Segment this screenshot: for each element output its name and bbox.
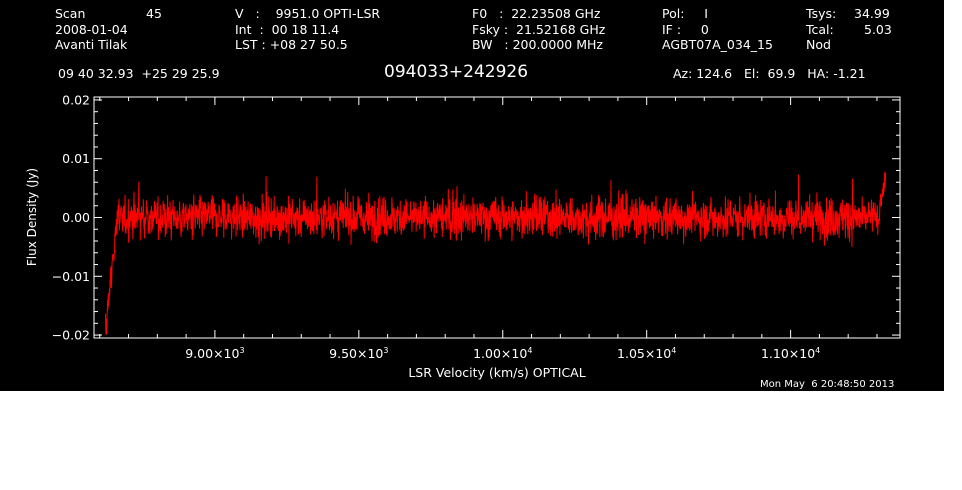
y-tick-label: −0.02 bbox=[52, 328, 90, 343]
x-tick-label: 1.10×104 bbox=[761, 346, 820, 361]
axis-layer: 9.00×103 9.50×103 1.00×104 1.05×104 1.10×104… bbox=[52, 92, 901, 361]
y-tick-label: −0.01 bbox=[52, 269, 90, 284]
bandwidth-line: BW : 200.0000 MHz bbox=[472, 37, 603, 52]
x-tick-label: 1.00×104 bbox=[473, 346, 532, 361]
y-axis-label: Flux Density (Jy) bbox=[25, 168, 39, 266]
observing-mode: Nod bbox=[806, 37, 831, 52]
scan-label: Scan bbox=[55, 6, 86, 21]
lst-line: LST : +08 27 50.5 bbox=[235, 37, 348, 52]
source-coordinates: 09 40 32.93 +25 29 25.9 bbox=[58, 66, 220, 81]
scan-number: 45 bbox=[146, 6, 162, 21]
tsys-value: 34.99 bbox=[854, 6, 890, 21]
trace-layer bbox=[105, 171, 887, 335]
x-tick-label: 1.05×104 bbox=[617, 346, 676, 361]
x-tick-label: 9.50×103 bbox=[329, 346, 388, 361]
project-id: AGBT07A_034_15 bbox=[662, 37, 773, 52]
velocity-line: V : 9951.0 OPTI-LSR bbox=[235, 6, 381, 21]
tcal-value: 5.03 bbox=[864, 22, 892, 37]
source-name: 094033+242926 bbox=[384, 62, 529, 82]
integration-line: Int : 00 18 11.4 bbox=[235, 22, 340, 37]
x-tick-label: 9.00×103 bbox=[185, 346, 244, 361]
x-axis-label: LSR Velocity (km/s) OPTICAL bbox=[408, 365, 585, 380]
polarization-line: Pol: I bbox=[662, 6, 708, 21]
if-line: IF : 0 bbox=[662, 22, 709, 37]
y-tick-label: 0.00 bbox=[62, 210, 90, 225]
plot-timestamp: Mon May 6 20:48:50 2013 bbox=[760, 379, 895, 390]
observer-name: Avanti Tilak bbox=[55, 37, 128, 52]
spectrum-chart: 9.00×103 9.50×103 1.00×104 1.05×104 1.10×104… bbox=[25, 92, 901, 380]
rest-frequency-line: F0 : 22.23508 GHz bbox=[472, 6, 601, 21]
tsys-label: Tsys: bbox=[806, 6, 837, 21]
y-tick-label: 0.02 bbox=[62, 92, 90, 107]
sky-frequency-line: Fsky : 21.52168 GHz bbox=[472, 22, 606, 37]
tcal-label: Tcal: bbox=[806, 22, 834, 37]
spectrum-trace bbox=[105, 171, 887, 335]
observation-date: 2008-01-04 bbox=[55, 22, 128, 37]
az-el-ha-line: Az: 124.6 El: 69.9 HA: -1.21 bbox=[673, 66, 866, 81]
plot-panel: Scan 45 2008-01-04 Avanti Tilak V : 9951… bbox=[0, 0, 944, 391]
y-tick-label: 0.01 bbox=[62, 151, 90, 166]
